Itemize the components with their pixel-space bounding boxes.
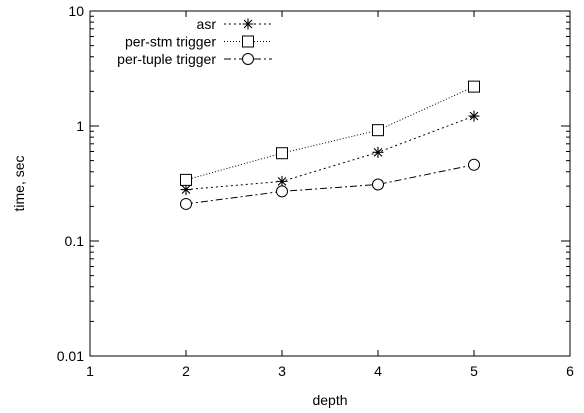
data-point xyxy=(180,197,192,210)
x-axis-title: depth xyxy=(312,392,347,408)
data-point xyxy=(372,178,384,191)
x-tick-label: 2 xyxy=(182,363,190,379)
series-asr xyxy=(180,110,480,196)
x-tick-label: 4 xyxy=(374,363,382,379)
x-tick-label: 6 xyxy=(566,363,574,379)
series-per-tuple-trigger xyxy=(180,158,480,210)
series-line xyxy=(185,86,475,181)
data-point xyxy=(276,175,288,187)
data-point xyxy=(372,124,384,137)
data-point xyxy=(468,80,480,93)
data-point xyxy=(180,184,192,196)
series-per-stm-trigger xyxy=(180,80,480,186)
y-tick-label: 0.1 xyxy=(65,233,85,249)
legend-marker xyxy=(242,53,254,65)
legend-marker xyxy=(242,35,254,48)
axis-ticks: 1 2 3 4 5 6 0.01 0.1 1 10 xyxy=(57,3,574,379)
y-tick-label: 10 xyxy=(68,3,84,19)
plot-frame xyxy=(89,10,571,357)
data-point xyxy=(372,146,384,158)
legend-marker xyxy=(242,18,254,30)
data-point xyxy=(468,110,480,122)
x-tick-label: 5 xyxy=(470,363,478,379)
data-point xyxy=(276,147,288,160)
data-point xyxy=(276,185,288,198)
y-tick-label: 0.01 xyxy=(57,348,84,364)
x-tick-label: 1 xyxy=(86,363,94,379)
legend-label: per-tuple trigger xyxy=(117,51,216,67)
data-series xyxy=(180,80,480,210)
legend-label: per-stm trigger xyxy=(125,34,216,50)
y-tick-label: 1 xyxy=(76,118,84,134)
x-tick-label: 3 xyxy=(278,363,286,379)
series-line xyxy=(185,164,475,205)
data-point xyxy=(180,173,192,186)
legend-label: asr xyxy=(197,16,217,32)
series-line xyxy=(185,115,475,191)
y-axis-title: time, sec xyxy=(11,155,27,211)
data-point xyxy=(468,158,480,171)
